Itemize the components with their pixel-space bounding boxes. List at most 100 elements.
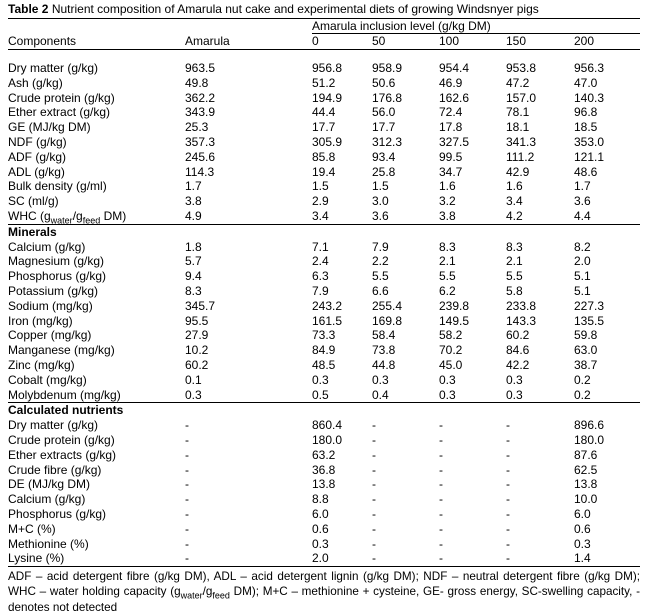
value-cell: - bbox=[372, 462, 376, 477]
value-cell: 1.5 bbox=[312, 179, 329, 194]
value-cell: 1.7 bbox=[574, 179, 591, 194]
value-cell: 13.8 bbox=[312, 477, 336, 492]
text-part: WHC (g bbox=[8, 208, 51, 223]
value-cell: 87.6 bbox=[574, 447, 598, 462]
value-cell: 8.8 bbox=[312, 492, 329, 507]
value-cell: - bbox=[372, 506, 376, 521]
text-part: /g bbox=[72, 208, 83, 223]
value-cell: 0.3 bbox=[312, 536, 329, 551]
value-cell: - bbox=[439, 447, 443, 462]
text-part: DM) bbox=[100, 208, 127, 223]
value-cell: 5.7 bbox=[185, 254, 202, 269]
table-row: Dry matter (g/kg) 963.5 956.8 958.9 954.4 953… bbox=[8, 50, 640, 76]
value-cell: 19.4 bbox=[312, 164, 336, 179]
value-cell: - bbox=[506, 418, 510, 433]
table-row: Ether extracts (g/kg) - 63.2 - - - 87.6 bbox=[8, 448, 640, 463]
table-row: Crude fibre (g/kg) - 36.8 - - - 62.5 bbox=[8, 463, 640, 478]
section-header-label: Calculated nutrients bbox=[8, 403, 124, 418]
value-cell: 0.3 bbox=[185, 387, 202, 402]
value-cell: 17.8 bbox=[439, 120, 463, 135]
row-label: Molybdenum (mg/kg) bbox=[8, 387, 121, 402]
value-cell: 860.4 bbox=[312, 418, 343, 433]
value-cell: 169.8 bbox=[372, 313, 403, 328]
value-cell: 2.4 bbox=[312, 254, 329, 269]
value-cell: 25.3 bbox=[185, 120, 209, 135]
value-cell: 114.3 bbox=[185, 164, 215, 179]
row-label: Calcium (g/kg) bbox=[8, 492, 86, 507]
value-cell: - bbox=[372, 492, 376, 507]
value-cell: - bbox=[439, 506, 443, 521]
value-cell: 50.6 bbox=[372, 75, 396, 90]
value-cell: - bbox=[372, 432, 376, 447]
table-row: Crude protein (g/kg) - 180.0 - - - 180.0 bbox=[8, 433, 640, 448]
value-cell: 59.8 bbox=[574, 328, 598, 343]
value-cell: 63.2 bbox=[312, 447, 336, 462]
value-cell: 5.1 bbox=[574, 283, 591, 298]
value-cell: 72.4 bbox=[439, 105, 463, 120]
value-cell: 7.9 bbox=[372, 239, 389, 254]
value-cell: 243.2 bbox=[312, 298, 343, 313]
value-cell: 305.9 bbox=[312, 134, 343, 149]
value-cell: 353.0 bbox=[574, 134, 605, 149]
value-cell: 194.9 bbox=[312, 90, 343, 105]
value-cell: 176.8 bbox=[372, 90, 403, 105]
section-header-label: Minerals bbox=[8, 224, 57, 239]
value-cell: 140.3 bbox=[574, 90, 605, 105]
value-cell: 4.4 bbox=[574, 208, 591, 223]
value-cell: 48.6 bbox=[574, 164, 598, 179]
value-cell: - bbox=[506, 462, 510, 477]
table-row: Crude protein (g/kg) 362.2 194.9 176.8 162.6… bbox=[8, 91, 640, 106]
nutrient-table: Amarula inclusion level (g/kg DM) Compon… bbox=[8, 19, 641, 567]
span-header-label: Amarula inclusion level (g/kg DM) bbox=[312, 19, 641, 34]
value-cell: 96.8 bbox=[574, 105, 598, 120]
table-row: Manganese (mg/kg) 10.2 84.9 73.8 70.2 84.6 63.… bbox=[8, 343, 640, 358]
value-cell: 161.5 bbox=[312, 313, 343, 328]
value-cell: 227.3 bbox=[574, 298, 605, 313]
table-row: M+C (%) - 0.6 - - - 0.6 bbox=[8, 522, 640, 537]
value-cell: 245.6 bbox=[185, 149, 216, 164]
table-row: Phosphorus (g/kg) 9.4 6.3 5.5 5.5 5.5 5.1 bbox=[8, 269, 640, 284]
value-cell: 70.2 bbox=[439, 343, 463, 358]
value-cell: 0.3 bbox=[506, 372, 523, 387]
value-cell: - bbox=[506, 506, 510, 521]
value-cell: 157.0 bbox=[506, 90, 537, 105]
value-cell: 149.5 bbox=[439, 313, 470, 328]
value-cell: 7.1 bbox=[312, 239, 329, 254]
value-cell: - bbox=[506, 447, 510, 462]
value-cell: 341.3 bbox=[506, 134, 537, 149]
value-cell: 143.3 bbox=[506, 313, 537, 328]
table-row: Bulk density (g/ml) 1.7 1.5 1.5 1.6 1.6 1.7 bbox=[8, 179, 640, 194]
value-cell: 18.1 bbox=[506, 120, 530, 135]
value-cell: 239.8 bbox=[439, 298, 470, 313]
value-cell: 44.8 bbox=[372, 357, 396, 372]
row-label: Copper (mg/kg) bbox=[8, 328, 92, 343]
value-cell: 312.3 bbox=[372, 134, 403, 149]
value-cell: - bbox=[185, 521, 189, 536]
section-header-row: Minerals bbox=[8, 224, 640, 239]
value-cell: 45.0 bbox=[439, 357, 463, 372]
value-cell: 6.0 bbox=[312, 506, 329, 521]
value-cell: 13.8 bbox=[574, 477, 598, 492]
value-cell: 7.9 bbox=[312, 283, 329, 298]
text-part: ADF – acid detergent fibre (g/kg DM), AD… bbox=[8, 570, 640, 599]
value-cell: 0.3 bbox=[439, 372, 456, 387]
row-label: ADL (g/kg) bbox=[8, 164, 65, 179]
row-label: Crude protein (g/kg) bbox=[8, 90, 115, 105]
value-cell: 84.9 bbox=[312, 343, 336, 358]
row-label: Crude protein (g/kg) bbox=[8, 432, 115, 447]
value-cell: 2.9 bbox=[312, 194, 329, 209]
value-cell: 34.7 bbox=[439, 164, 463, 179]
row-label: Crude fibre (g/kg) bbox=[8, 462, 102, 477]
value-cell: 48.5 bbox=[312, 357, 336, 372]
value-cell: 5.5 bbox=[506, 269, 523, 284]
value-cell: 1.6 bbox=[506, 179, 523, 194]
value-cell: 42.2 bbox=[506, 357, 530, 372]
subscript-text: feed bbox=[82, 215, 101, 225]
value-cell: - bbox=[185, 462, 189, 477]
row-label: NDF (g/kg) bbox=[8, 134, 67, 149]
value-cell: 3.2 bbox=[439, 194, 456, 209]
table-row: GE (MJ/kg DM) 25.3 17.7 17.7 17.8 18.1 18.5 bbox=[8, 120, 640, 135]
table-row: Magnesium (g/kg) 5.7 2.4 2.2 2.1 2.1 2.0 bbox=[8, 254, 640, 269]
table-header: Amarula inclusion level (g/kg DM) Compon… bbox=[8, 19, 641, 50]
